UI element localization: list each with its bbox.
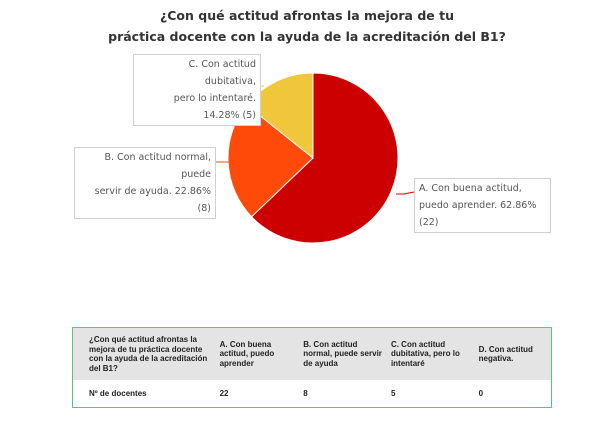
chart-title-line1: ¿Con qué actitud afrontas la mejora de t…: [160, 8, 454, 23]
chart-title-line2: práctica docente con la ayuda de la acre…: [108, 29, 506, 44]
leader-line-a: [396, 191, 415, 195]
pie-chart: [205, 72, 415, 244]
data-table: ¿Con qué actitud afrontas la mejora de t…: [72, 327, 552, 408]
table-header-c: C. Con actitud dubitativa, pero lo inten…: [390, 327, 479, 380]
pie-slice-a: [250, 72, 399, 244]
callout-c-line1: C. Con actitud dubitativa,: [188, 59, 256, 87]
callout-a-line1: A. Con buena actitud,: [419, 183, 522, 194]
table-header-row: ¿Con qué actitud afrontas la mejora de t…: [72, 327, 552, 380]
table-cell-label: Nº de docentes: [72, 380, 220, 408]
callout-c-line2: pero lo intentaré. 14.28% (5): [173, 93, 256, 121]
callout-a: A. Con buena actitud, puedo aprender. 62…: [414, 178, 551, 233]
callout-b-line1: B. Con actitud normal, puede: [104, 152, 211, 180]
table-header-a: A. Con buena actitud, puedo aprender: [219, 327, 304, 380]
table-cell-c: 5: [390, 380, 479, 408]
callout-c: C. Con actitud dubitativa, pero lo inten…: [133, 54, 261, 126]
table-header-question: ¿Con qué actitud afrontas la mejora de t…: [72, 327, 220, 380]
table-cell-b: 8: [303, 380, 391, 408]
table-header-b: B. Con actitud normal, puede servir de a…: [303, 327, 391, 380]
callout-b-line2: servir de ayuda. 22.86% (8): [94, 186, 211, 214]
table-cell-d: 0: [478, 380, 552, 408]
table-header-d: D. Con actitud negativa.: [478, 327, 552, 380]
table-cell-a: 22: [219, 380, 304, 408]
callout-b: B. Con actitud normal, puede servir de a…: [74, 147, 216, 219]
callout-a-line2: puedo aprender. 62.86% (22): [419, 200, 537, 228]
table-row: Nº de docentes 22 8 5 0: [72, 380, 552, 408]
